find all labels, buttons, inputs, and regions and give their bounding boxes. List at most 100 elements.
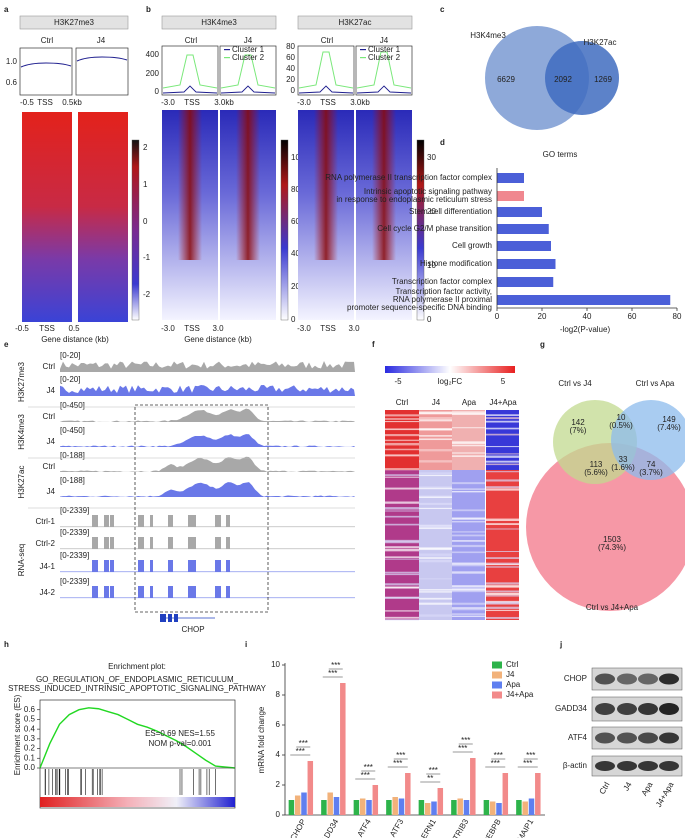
heatmap-row xyxy=(385,586,419,589)
y-tick-label: Transcription factor activity, xyxy=(396,287,492,296)
profile-curve xyxy=(220,85,276,94)
coverage-bar xyxy=(138,560,144,572)
venn-circle xyxy=(611,400,685,480)
label: 3.0 xyxy=(212,324,224,333)
label: 0.5 xyxy=(68,324,80,333)
label: -3.0 xyxy=(161,324,175,333)
label: TSS xyxy=(184,324,200,333)
bar xyxy=(451,800,457,815)
label: 1269 xyxy=(594,75,612,84)
panel-label: f xyxy=(372,340,375,349)
heatmap-row xyxy=(385,539,419,542)
x-tick-label: CHOP xyxy=(288,818,307,838)
bar xyxy=(497,259,556,269)
heatmap-row xyxy=(419,460,452,463)
bar xyxy=(522,801,528,815)
chart-title: STRESS_INDUCED_INTRINSIC_APOPTOTIC_SIGNA… xyxy=(8,684,266,693)
label: 2092 xyxy=(554,75,572,84)
heatmap-row xyxy=(419,553,452,556)
profile-curve xyxy=(298,51,354,89)
coverage-track xyxy=(60,456,355,472)
heatmap-row xyxy=(452,412,485,416)
heatmap-row xyxy=(385,541,419,543)
heatmap-row xyxy=(452,455,485,457)
heatmap-row xyxy=(419,527,452,530)
profile-curve xyxy=(162,85,218,94)
heatmap-row xyxy=(452,442,485,444)
legend-swatch xyxy=(360,49,366,51)
legend-swatch xyxy=(360,57,366,59)
y-tick-label: RNA polymerase II transcription factor c… xyxy=(325,173,492,182)
legend-label: Ctrl xyxy=(506,660,519,669)
label: (7.4%) xyxy=(657,423,681,432)
coverage-bar xyxy=(150,586,153,598)
heatmap-row xyxy=(385,418,419,420)
x-tick-label: 40 xyxy=(583,312,592,321)
bar xyxy=(497,207,542,217)
band xyxy=(659,732,679,744)
label: Ctrl-2 xyxy=(35,539,55,548)
coverage-bar xyxy=(150,515,153,527)
label: (0.5%) xyxy=(609,421,633,430)
significance: *** xyxy=(328,669,337,678)
label: [0-188] xyxy=(60,476,85,485)
band xyxy=(595,761,615,771)
heatmap-row xyxy=(419,507,452,510)
bar xyxy=(437,788,444,815)
heatmap-row xyxy=(385,428,419,431)
panel-label: j xyxy=(559,640,562,649)
x-tick-label: TRIB3 xyxy=(451,817,470,838)
heatmap-block xyxy=(452,410,485,470)
coverage-track xyxy=(60,361,355,372)
heatmap-row xyxy=(419,597,452,600)
heatmap-row xyxy=(452,488,485,490)
heatmap-row xyxy=(385,487,419,490)
heatmap-row xyxy=(419,428,452,431)
y-tick-label: 2 xyxy=(276,780,281,789)
heatmap-row xyxy=(385,515,419,518)
y-tick-label: Cell cycle G2/M phase transition xyxy=(377,224,492,233)
bar xyxy=(359,798,366,815)
gene-exon xyxy=(168,614,172,622)
heatmap-row xyxy=(419,557,452,559)
heatmap-row xyxy=(452,564,485,567)
heatmap-row xyxy=(486,488,519,491)
coverage-bar xyxy=(215,586,221,598)
plot-title: H3K27ac xyxy=(339,18,372,27)
y-tick-label: 0.1 xyxy=(24,753,36,762)
heatmap-row xyxy=(452,444,485,447)
label: Ctrl-1 xyxy=(35,517,55,526)
label: RNA-seq xyxy=(17,544,26,576)
significance: *** xyxy=(491,759,500,768)
label: Ctrl xyxy=(41,36,54,45)
profile-box xyxy=(75,47,129,96)
bar xyxy=(463,800,470,815)
significance: *** xyxy=(523,759,532,768)
profile-box xyxy=(219,45,277,96)
significance: *** xyxy=(364,763,373,772)
label: 0.6 xyxy=(6,78,18,87)
label: 1 xyxy=(143,180,148,189)
y-tick-label: 0.4 xyxy=(24,724,36,733)
significance: *** xyxy=(361,771,370,780)
heatmap-row xyxy=(452,411,485,414)
label: 113 xyxy=(590,460,603,469)
heatmap-row xyxy=(385,434,419,437)
heatmap xyxy=(22,112,72,322)
label: CHOP xyxy=(181,625,204,634)
bar xyxy=(457,798,463,815)
heatmap-row xyxy=(486,453,519,455)
label: [0-2339] xyxy=(60,577,89,586)
label: 60 xyxy=(286,53,295,62)
heatmap-row xyxy=(452,590,485,593)
label: -3.0 xyxy=(297,98,311,107)
label: (1.6%) xyxy=(611,463,635,472)
coverage-bar xyxy=(104,586,109,598)
coverage-bar xyxy=(226,537,230,549)
coverage-bar xyxy=(92,586,98,598)
venn-circle xyxy=(545,41,619,115)
heatmap-row xyxy=(385,507,419,510)
heatmap-row xyxy=(486,460,519,463)
heatmap-row xyxy=(419,503,452,505)
